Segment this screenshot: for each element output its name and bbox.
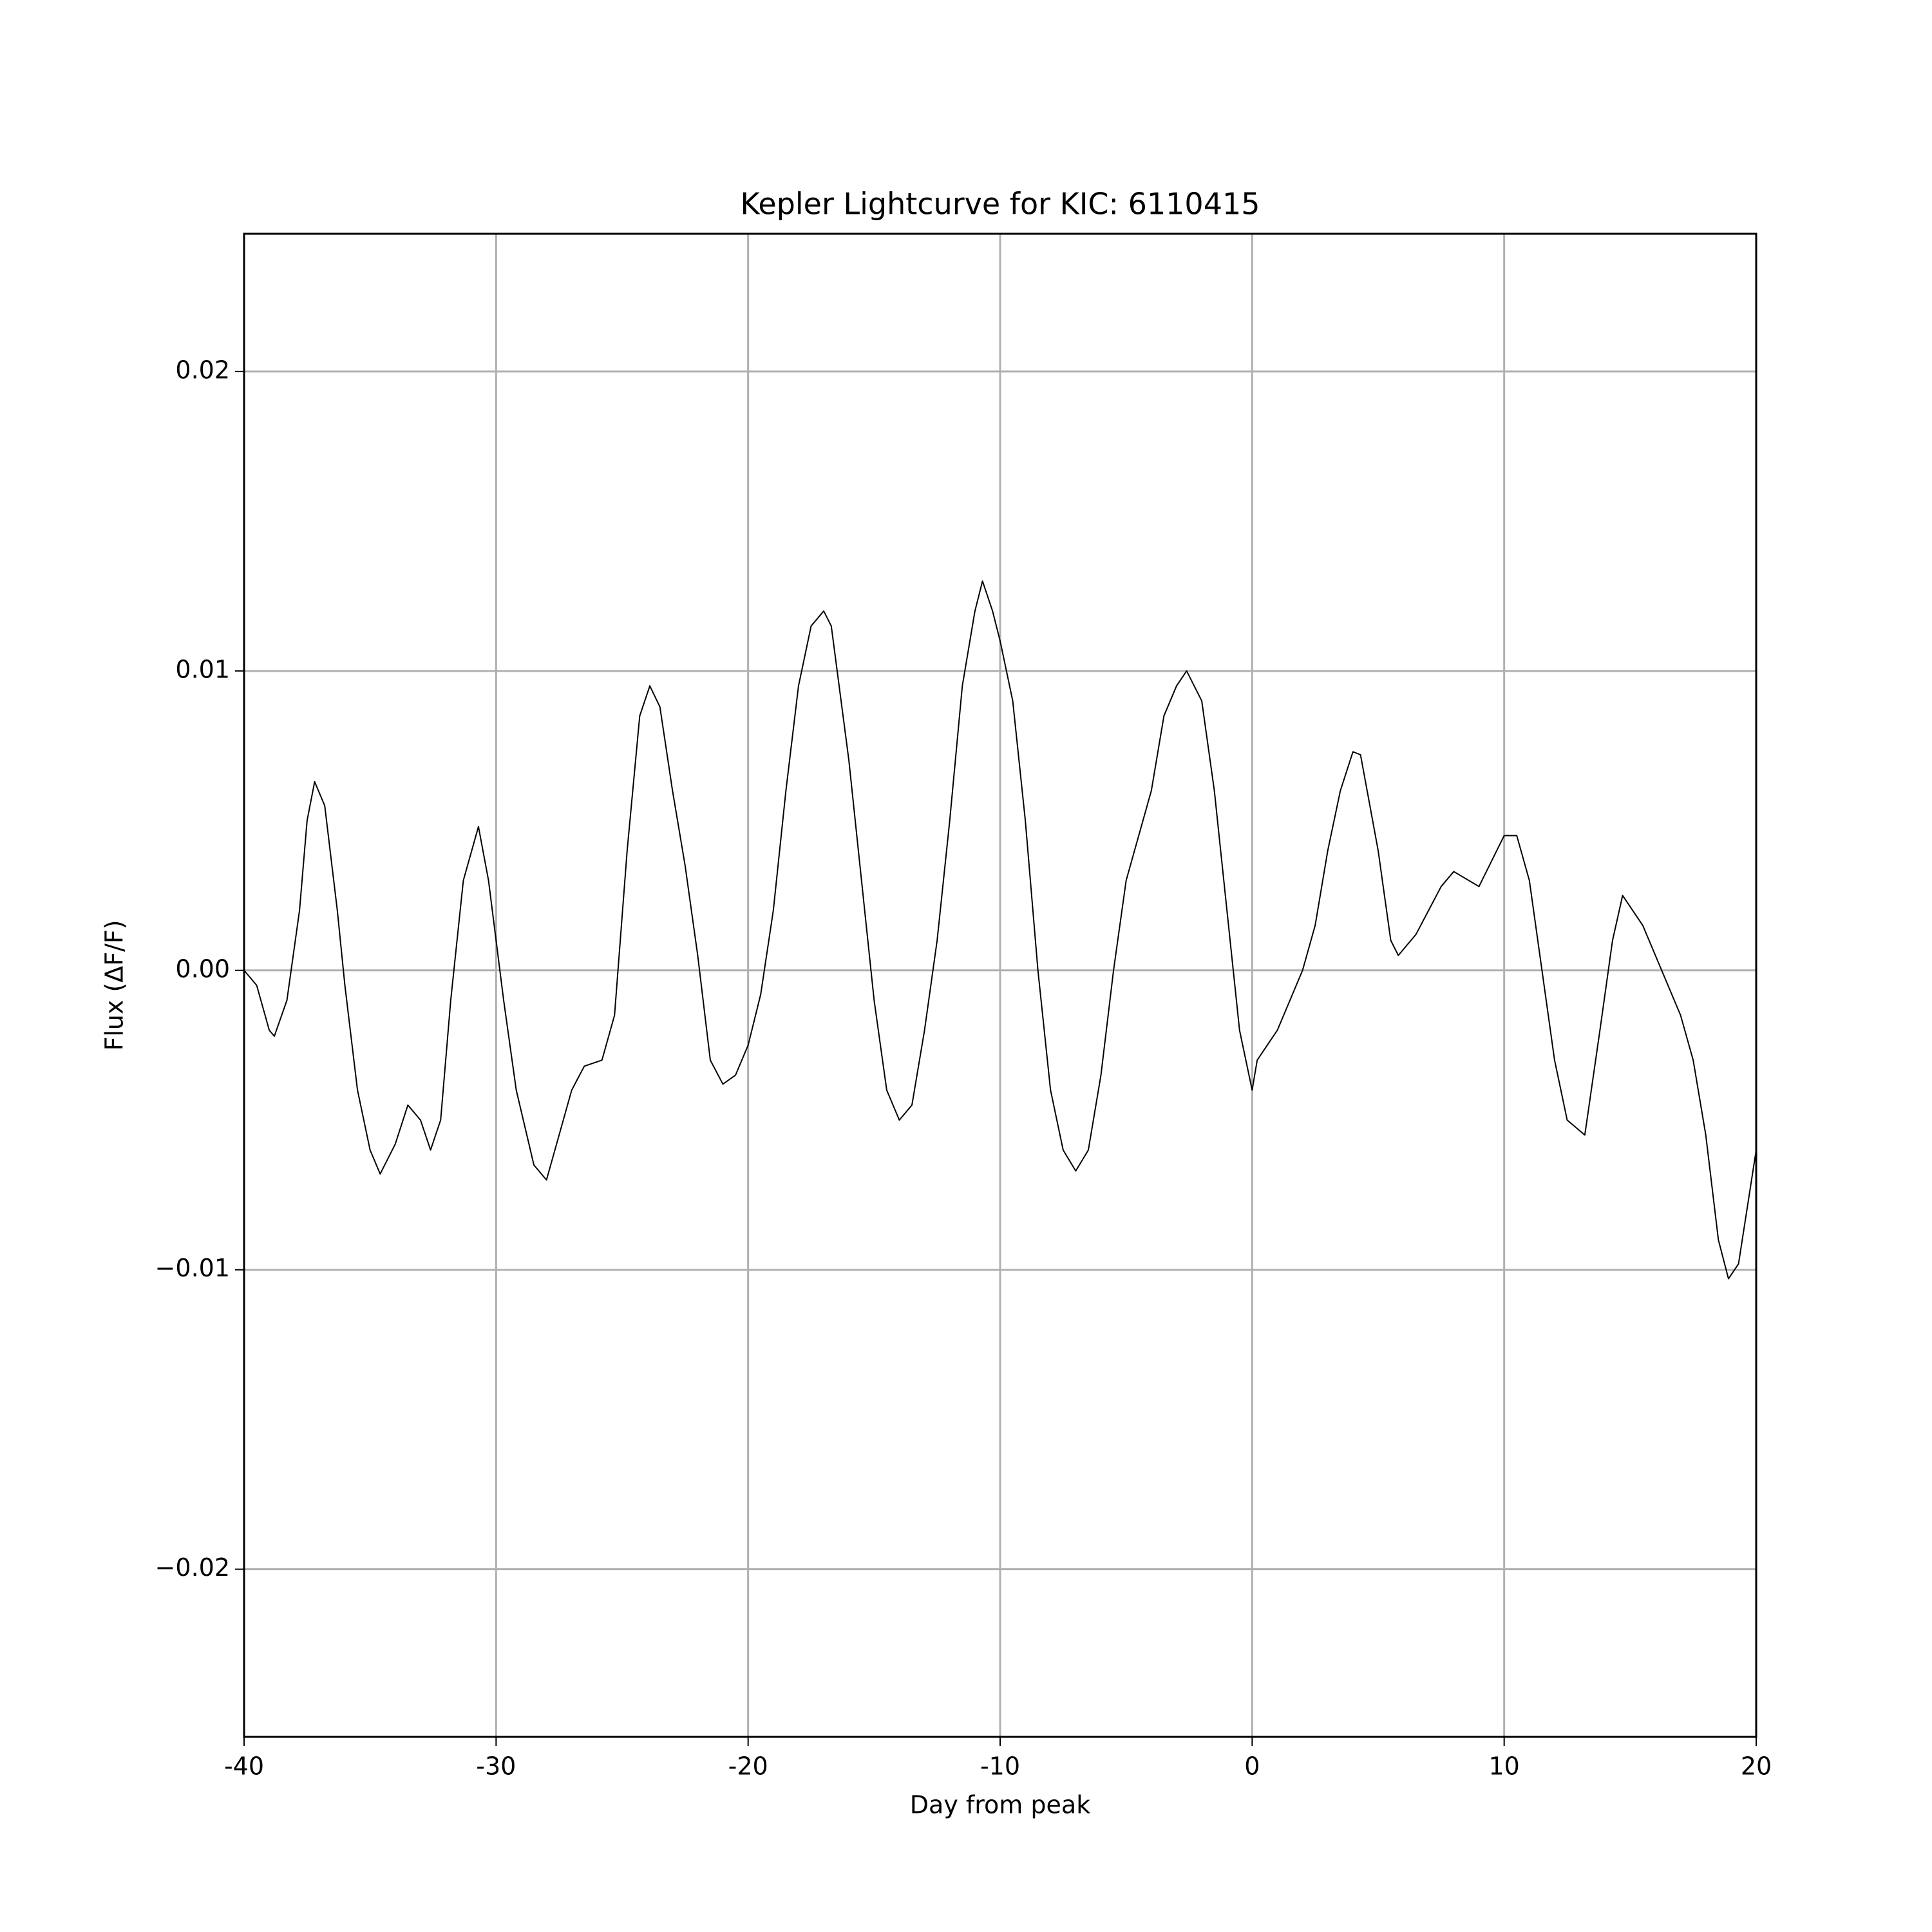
x-axis-label: Day from peak	[910, 1791, 1090, 1819]
y-tick-label: 0.01	[175, 655, 230, 683]
x-tick-label: 10	[1488, 1752, 1519, 1781]
y-axis-label: Flux (ΔF/F)	[100, 920, 129, 1050]
y-tick-label: −0.02	[155, 1553, 230, 1582]
x-tick-label: -20	[728, 1752, 768, 1781]
x-tick-label: -10	[980, 1752, 1020, 1781]
x-tick-label: -30	[476, 1752, 516, 1781]
y-tick-label: 0.02	[175, 355, 230, 384]
x-tick-label: -40	[224, 1752, 264, 1781]
x-tick-label: 20	[1741, 1752, 1772, 1781]
data-line	[243, 580, 1757, 1280]
y-tick-label: 0.00	[175, 954, 230, 983]
x-tick-label: 0	[1244, 1752, 1260, 1781]
chart-title: Kepler Lightcurve for KIC: 6110415	[741, 187, 1260, 222]
plot-frame	[243, 232, 1757, 1738]
y-tick-label: −0.01	[155, 1254, 230, 1282]
